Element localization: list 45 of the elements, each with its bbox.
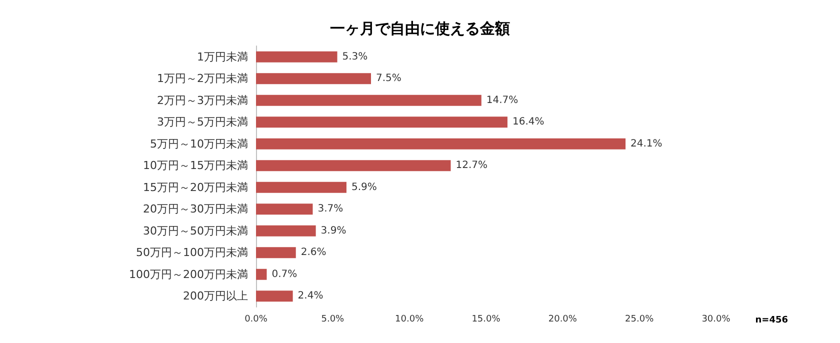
data-label: 24.1% [630,138,662,150]
y-tick-label: 15万円～20万円未満 [143,180,248,194]
y-tick-label: 200万円以上 [183,290,248,303]
bar [256,290,293,302]
y-tick-label: 30万円～50万円未満 [143,224,248,238]
data-label: 2.6% [300,247,326,258]
x-tick-label: 30.0% [702,314,731,324]
chart-title: 一ヶ月で自由に使える金額 [330,20,510,38]
bar [256,268,267,280]
y-tick-label: 3万円～5万円未満 [157,116,248,129]
data-label: 3.7% [318,204,344,215]
bar [256,247,296,258]
y-tick-label: 1万円～2万円未満 [157,72,248,86]
x-tick-label: 15.0% [472,314,501,324]
data-label: 7.5% [376,73,402,84]
bar [256,51,338,62]
y-tick-label: 5万円～10万円未満 [150,137,248,150]
x-tick-label: 10.0% [395,314,424,324]
bar [256,94,482,106]
y-tick-label: 50万円～100万円未満 [136,246,248,260]
x-tick-label: 0.0% [244,314,268,324]
bar [256,160,451,172]
data-label: 0.7% [272,268,298,280]
data-label: 16.4% [512,116,544,128]
bar [256,204,313,215]
data-label: 12.7% [456,160,488,172]
data-label: 14.7% [486,94,518,106]
x-tick-label: 5.0% [321,314,345,324]
y-tick-label: 1万円未満 [197,50,248,64]
data-label: 5.3% [342,51,368,62]
x-tick-label: 20.0% [548,314,578,324]
bar [256,73,371,84]
bar [256,225,316,236]
data-label: 3.9% [320,225,346,236]
bar [256,182,346,193]
data-label: 5.9% [351,182,377,193]
y-tick-label: 20万円～30万円未満 [143,202,248,216]
x-tick-label: 25.0% [625,314,654,324]
bar [256,116,508,128]
text: n=456 [755,316,788,326]
y-tick-label: 10万円～15万円未満 [143,159,248,172]
y-tick-label: 100万円～200万円未満 [129,268,248,281]
y-tick-label: 2万円～3万円未満 [157,94,248,107]
bar [256,138,626,150]
data-label: 2.4% [298,290,324,302]
